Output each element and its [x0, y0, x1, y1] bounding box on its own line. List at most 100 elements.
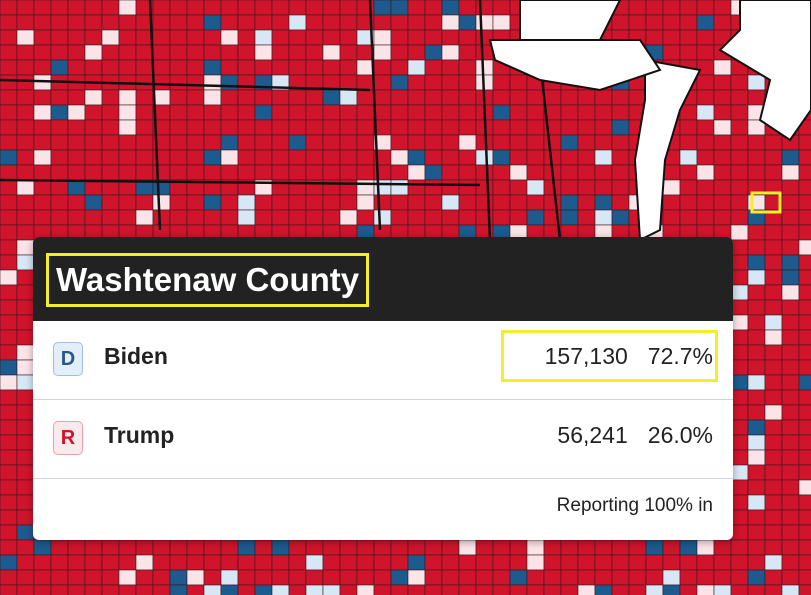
county — [220, 209, 239, 226]
county — [594, 179, 613, 196]
county — [186, 59, 205, 76]
county — [764, 344, 783, 361]
county — [101, 209, 120, 226]
county — [407, 209, 426, 226]
county — [33, 59, 52, 76]
county — [441, 14, 460, 31]
county — [288, 44, 307, 61]
county — [526, 539, 545, 556]
county — [679, 194, 698, 211]
county — [509, 569, 528, 586]
county — [781, 509, 800, 526]
county — [492, 569, 511, 586]
county — [526, 119, 545, 136]
county — [84, 554, 103, 571]
county — [220, 134, 239, 151]
county — [220, 0, 239, 16]
county — [220, 14, 239, 31]
county — [271, 119, 290, 136]
county — [237, 59, 256, 76]
county — [611, 119, 630, 136]
county — [50, 89, 69, 106]
county — [322, 0, 341, 16]
county — [781, 254, 800, 271]
state-border — [368, 0, 382, 231]
county — [730, 344, 749, 361]
county — [339, 119, 358, 136]
county — [645, 569, 664, 586]
county — [220, 569, 239, 586]
county — [594, 584, 613, 595]
county — [0, 29, 18, 46]
county — [152, 164, 171, 181]
county — [16, 389, 35, 406]
county — [713, 149, 732, 166]
county — [186, 194, 205, 211]
county — [441, 164, 460, 181]
county — [101, 149, 120, 166]
county — [475, 14, 494, 31]
county — [16, 0, 35, 16]
county — [560, 134, 579, 151]
county — [16, 374, 35, 391]
county — [0, 209, 18, 226]
county — [696, 554, 715, 571]
county — [16, 284, 35, 301]
county — [458, 134, 477, 151]
party-badge: R — [53, 421, 83, 455]
county — [84, 14, 103, 31]
county — [475, 149, 494, 166]
county — [50, 59, 69, 76]
county — [696, 149, 715, 166]
county — [288, 14, 307, 31]
county — [798, 464, 811, 481]
county — [0, 524, 18, 541]
county — [764, 389, 783, 406]
county — [747, 284, 766, 301]
county — [135, 119, 154, 136]
county — [186, 0, 205, 16]
county — [594, 119, 613, 136]
county — [407, 539, 426, 556]
county — [118, 119, 137, 136]
county — [288, 59, 307, 76]
county — [0, 344, 18, 361]
county — [594, 539, 613, 556]
county — [135, 134, 154, 151]
county — [16, 164, 35, 181]
county — [407, 569, 426, 586]
county — [747, 449, 766, 466]
county — [764, 524, 783, 541]
county — [203, 104, 222, 121]
county — [798, 359, 811, 376]
county — [271, 104, 290, 121]
county — [560, 119, 579, 136]
county — [356, 164, 375, 181]
county — [356, 89, 375, 106]
county — [220, 149, 239, 166]
county — [84, 104, 103, 121]
county — [747, 584, 766, 595]
county — [16, 329, 35, 346]
county — [390, 209, 409, 226]
county — [16, 464, 35, 481]
county — [203, 569, 222, 586]
county — [424, 209, 443, 226]
county — [356, 59, 375, 76]
county — [67, 44, 86, 61]
county — [203, 164, 222, 181]
county — [339, 569, 358, 586]
county — [16, 254, 35, 271]
county — [0, 419, 18, 436]
county — [373, 194, 392, 211]
county — [118, 554, 137, 571]
county — [288, 209, 307, 226]
county — [84, 59, 103, 76]
county — [526, 164, 545, 181]
county — [186, 149, 205, 166]
county — [458, 179, 477, 196]
county — [458, 539, 477, 556]
county — [747, 524, 766, 541]
county — [339, 134, 358, 151]
county — [220, 74, 239, 91]
